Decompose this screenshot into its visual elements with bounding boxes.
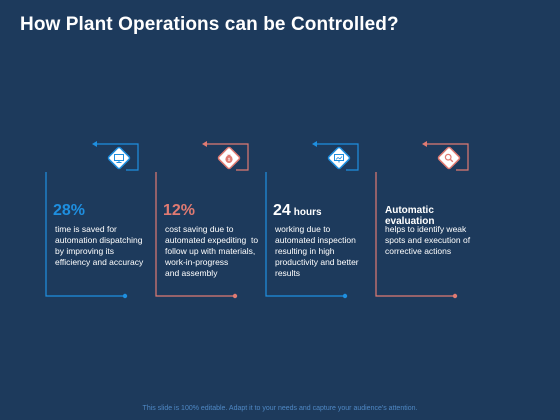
card-3-desc-line: automated inspection xyxy=(275,235,356,245)
card-1-description: time is saved for automation dispatching… xyxy=(55,224,170,268)
card-1-desc-line: by improving its xyxy=(55,246,115,256)
card-3-desc-line: working due to xyxy=(275,224,331,234)
card-3-arrow xyxy=(312,141,317,147)
card-1-desc-line: efficiency and accuracy xyxy=(55,257,144,267)
card-2-dot xyxy=(232,293,238,299)
card-4-desc-line: helps to identify weak xyxy=(385,224,467,234)
card-3-desc-line: results xyxy=(275,268,301,278)
card-2-value: 12% xyxy=(163,202,196,219)
card-2-frame xyxy=(155,143,249,297)
card-1-frame xyxy=(45,143,139,297)
card-2-desc-line: follow up with materials, xyxy=(165,246,256,256)
card-1-value: 28% xyxy=(53,202,86,219)
card-4-arrow xyxy=(422,141,427,147)
card-4-dot xyxy=(452,293,458,299)
card-1-desc-line: automation dispatching xyxy=(55,235,143,245)
footer-note: This slide is 100% editable. Adapt it to… xyxy=(142,405,418,412)
money-bag-icon: $ xyxy=(217,146,241,170)
card-3-desc-line: productivity and better xyxy=(275,257,359,267)
card-1-dot xyxy=(122,293,128,299)
card-3-description: working due to automated inspection resu… xyxy=(275,224,390,279)
monitor-icon xyxy=(107,146,131,170)
page-title: How Plant Operations can be Controlled? xyxy=(20,14,399,35)
card-3-value: 24 hours xyxy=(273,202,322,220)
magnifier-icon xyxy=(437,146,461,170)
card-4-frame xyxy=(375,143,469,297)
card-4-heading: Automatic evaluation xyxy=(385,205,435,227)
presentation-board-icon xyxy=(327,146,351,170)
card-3-dot xyxy=(342,293,348,299)
card-1-desc-line: time is saved for xyxy=(55,224,117,234)
card-2-arrow xyxy=(202,141,207,147)
card-2-desc-line: and assembly xyxy=(165,268,218,278)
svg-text:$: $ xyxy=(228,157,231,162)
card-1-arrow xyxy=(92,141,97,147)
card-4-desc-line: spots and execution of xyxy=(385,235,471,245)
card-4-description: helps to identify weak spots and executi… xyxy=(385,224,500,257)
card-2-description: cost saving due to automated expediting … xyxy=(165,224,285,279)
card-3-frame xyxy=(265,143,359,297)
card-3-value-unit: hours xyxy=(293,207,322,218)
card-2-desc-line: automated expediting to xyxy=(165,235,259,245)
card-2-desc-line: cost saving due to xyxy=(165,224,234,234)
card-4-desc-line: corrective actions xyxy=(385,246,452,256)
card-3-value-number: 24 xyxy=(273,202,291,219)
card-3-desc-line: resulting in high xyxy=(275,246,335,256)
card-2-desc-line: work-in-progress xyxy=(165,257,229,267)
